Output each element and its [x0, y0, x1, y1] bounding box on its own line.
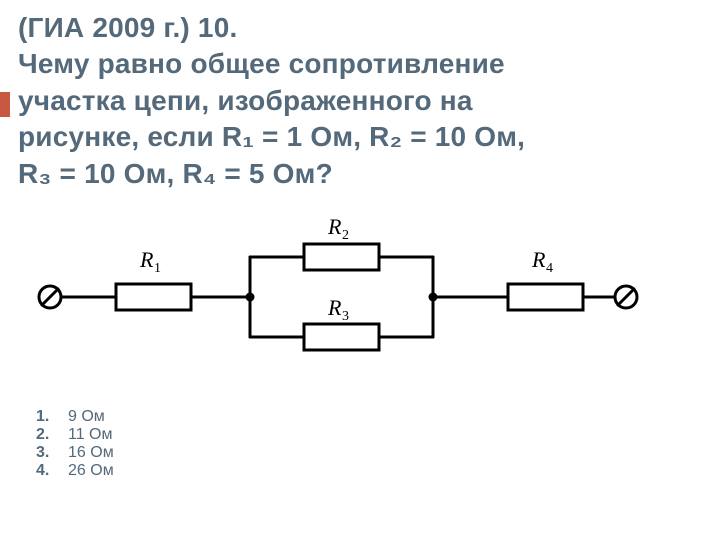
title-line: R₃ = 10 Ом, R₄ = 5 Ом? — [18, 156, 702, 192]
svg-text:R: R — [139, 247, 154, 272]
accent-marker — [0, 92, 10, 117]
answer-text: 11 Ом — [68, 426, 113, 444]
answer-option: 4. 26 Ом — [36, 462, 702, 480]
svg-text:R: R — [327, 214, 342, 239]
answer-number: 4. — [36, 462, 58, 480]
answer-option: 2. 11 Ом — [36, 426, 702, 444]
answer-number: 3. — [36, 444, 58, 462]
circuit-diagram: R1R2R3R4 — [18, 202, 702, 382]
title-line: участка цепи, изображенного на — [18, 83, 702, 119]
question-title: (ГИА 2009 г.) 10. Чему равно общее сопро… — [18, 10, 702, 192]
svg-text:R: R — [327, 295, 342, 320]
answer-text: 9 Ом — [68, 408, 105, 426]
answers-list: 1. 9 Ом 2. 11 Ом 3. 16 Ом 4. 26 Ом — [36, 408, 702, 480]
svg-text:1: 1 — [154, 261, 161, 276]
answer-text: 16 Ом — [68, 444, 114, 462]
answer-option: 1. 9 Ом — [36, 408, 702, 426]
answer-number: 1. — [36, 408, 58, 426]
svg-text:3: 3 — [342, 309, 349, 324]
answer-text: 26 Ом — [68, 462, 114, 480]
title-line: (ГИА 2009 г.) 10. — [18, 10, 702, 46]
svg-text:4: 4 — [546, 261, 553, 276]
title-line: Чему равно общее сопротивление — [18, 46, 702, 82]
svg-text:R: R — [531, 247, 546, 272]
slide: (ГИА 2009 г.) 10. Чему равно общее сопро… — [0, 0, 720, 540]
answer-option: 3. 16 Ом — [36, 444, 702, 462]
svg-text:2: 2 — [342, 228, 349, 243]
title-line: рисунке, если R₁ = 1 Ом, R₂ = 10 Ом, — [18, 119, 702, 155]
circuit-svg: R1R2R3R4 — [18, 202, 658, 382]
answer-number: 2. — [36, 426, 58, 444]
